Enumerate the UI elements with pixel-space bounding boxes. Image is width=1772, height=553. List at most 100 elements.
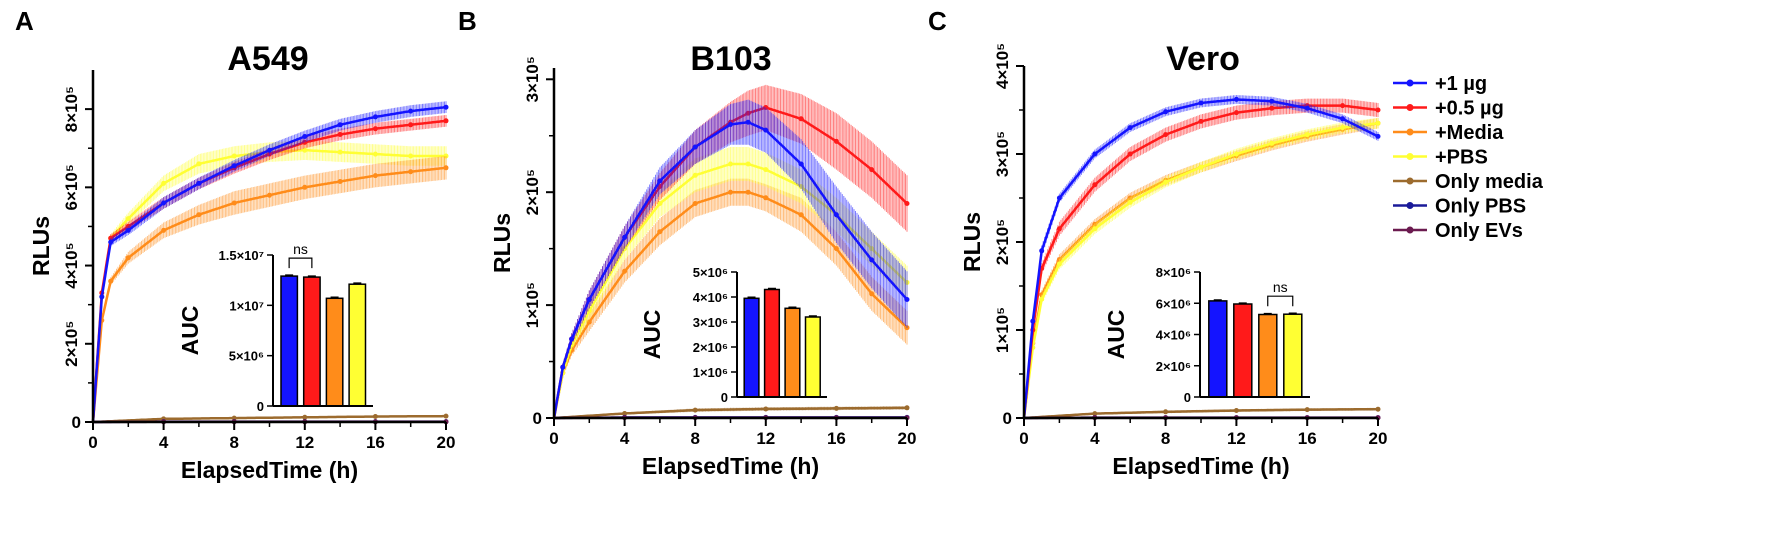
- axes: 0 4 8 12 16 20 0 2×10⁵ 4×10⁵ 6×10⁵ 8×10⁵ ElapsedTim…: [28, 70, 455, 483]
- data-point: [833, 212, 839, 218]
- inset-y-tick-label: 6×10⁶: [1156, 296, 1191, 311]
- legend-swatch-marker: [1406, 128, 1414, 136]
- inset-y-tick-label: 2×10⁶: [693, 340, 728, 355]
- inset-y-tick-label: 0: [257, 399, 264, 414]
- data-point: [337, 149, 343, 155]
- x-tick-label: 20: [437, 433, 456, 452]
- x-tick-label: 16: [366, 433, 385, 452]
- inset-bar: [280, 275, 299, 407]
- data-point: [443, 413, 449, 419]
- data-point: [1163, 132, 1169, 138]
- data-point: [108, 239, 114, 245]
- inset-error-bar: [307, 275, 316, 278]
- data-point: [1163, 179, 1169, 185]
- data-point: [1375, 133, 1381, 139]
- data-point: [196, 212, 202, 218]
- x-tick-label: 0: [549, 429, 558, 448]
- inset-error-bar: [1263, 312, 1272, 315]
- data-point: [1163, 109, 1169, 115]
- legend-label: +1 µg: [1435, 73, 1487, 95]
- data-point: [833, 405, 839, 411]
- data-point: [1127, 199, 1133, 205]
- series--1-g: [552, 99, 910, 419]
- data-point: [692, 144, 698, 150]
- y-axis-label: RLUs: [28, 216, 54, 276]
- x-tick-label: 0: [88, 433, 97, 452]
- y-tick-label: 3×10⁵: [523, 56, 542, 102]
- legend-swatch-marker: [1406, 226, 1414, 234]
- series--media: [91, 156, 449, 423]
- data-point: [443, 165, 449, 171]
- legend-swatch-marker: [1406, 177, 1414, 185]
- series--pbs: [91, 140, 449, 423]
- legend-label: +PBS: [1435, 147, 1488, 169]
- data-point: [569, 336, 575, 342]
- data-point: [745, 189, 751, 195]
- legend-item: Only PBS: [1393, 196, 1526, 218]
- inset-error-bar: [285, 274, 294, 277]
- x-tick-label: 0: [1019, 429, 1028, 448]
- data-point: [692, 407, 698, 413]
- data-point: [408, 122, 414, 128]
- x-tick-label: 8: [1161, 429, 1170, 448]
- data-point: [622, 234, 628, 240]
- legend-label: Only media: [1435, 171, 1544, 193]
- inset-error-bar: [1238, 302, 1247, 305]
- data-point: [622, 268, 628, 274]
- x-tick-label: 8: [229, 433, 238, 452]
- data-point: [161, 180, 167, 186]
- data-point: [443, 118, 449, 124]
- axes: 0 4 8 12 16 20 0 1×10⁵ 2×10⁵ 3×10⁵ ElapsedTime (h)…: [489, 56, 916, 479]
- data-point: [904, 405, 910, 411]
- inset-y-tick-label: 5×10⁶: [693, 265, 728, 280]
- legend-swatch-marker: [1406, 104, 1414, 111]
- inset-y-tick-label: 0: [1184, 390, 1191, 405]
- inset-y-tick-label: 1×10⁷: [229, 298, 264, 313]
- series--0-5-g: [1022, 98, 1381, 419]
- data-point: [1092, 182, 1098, 188]
- y-tick-label: 4×10⁵: [993, 43, 1012, 89]
- x-tick-label: 4: [159, 433, 169, 452]
- data-point: [1233, 408, 1239, 413]
- inset-error-bar: [747, 296, 756, 299]
- y-tick-label: 2×10⁵: [993, 219, 1012, 265]
- data-point: [302, 184, 308, 190]
- inset-bar-chart: 0 5×10⁶ 1×10⁷ 1.5×10⁷ AUC ns: [177, 241, 373, 414]
- data-point: [763, 167, 769, 173]
- data-point: [1127, 125, 1133, 131]
- data-point: [408, 108, 414, 114]
- data-point: [337, 179, 343, 184]
- inset-error-bar: [330, 296, 339, 299]
- legend-item: Only EVs: [1393, 220, 1523, 242]
- data-point: [1269, 105, 1275, 111]
- legend-swatch-marker: [1406, 79, 1414, 87]
- inset-error-bar: [353, 282, 362, 285]
- inset-bar: [804, 316, 821, 398]
- y-tick-label: 2×10⁵: [523, 169, 542, 215]
- data-point: [657, 201, 663, 206]
- legend-swatch-marker: [1406, 153, 1414, 160]
- data-point: [408, 169, 414, 175]
- inset-error-bar: [767, 287, 776, 290]
- x-tick-label: 8: [690, 429, 699, 448]
- data-point: [1340, 116, 1346, 122]
- x-tick-label: 16: [827, 429, 846, 448]
- data-point: [302, 134, 308, 139]
- data-point: [161, 200, 167, 206]
- data-point: [125, 227, 131, 233]
- data-point: [586, 297, 592, 302]
- legend-item: +1 µg: [1393, 73, 1487, 95]
- data-point: [1233, 96, 1239, 102]
- inset-bar: [784, 307, 801, 398]
- legend-item: Only media: [1393, 171, 1544, 193]
- panel-a: A A549 0 4 8 12 16 20 0 2×10⁵ 4×10⁵ 6×10⁵ 8×10⁵ Elaps…: [15, 6, 455, 483]
- inset-bar: [325, 297, 344, 407]
- data-point: [692, 201, 698, 206]
- inset-y-tick-label: 4×10⁶: [1156, 328, 1191, 343]
- legend-label: +Media: [1435, 122, 1504, 144]
- data-point: [728, 122, 733, 127]
- inset-bar: [1233, 303, 1253, 398]
- data-point: [1233, 151, 1239, 157]
- data-point: [196, 180, 202, 186]
- data-point: [1375, 120, 1381, 126]
